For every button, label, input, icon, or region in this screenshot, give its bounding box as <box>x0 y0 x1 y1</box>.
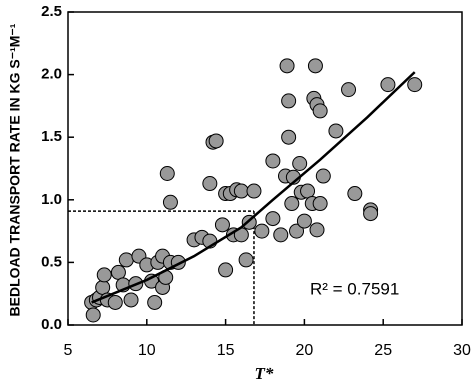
data-point <box>281 129 297 145</box>
data-point <box>273 227 289 243</box>
data-point <box>300 183 316 199</box>
x-tick-label: 20 <box>296 342 314 359</box>
data-point <box>265 211 281 227</box>
data-point <box>279 58 295 74</box>
data-point <box>363 206 379 222</box>
x-axis-label: T* <box>255 364 274 383</box>
data-point <box>341 82 357 98</box>
data-point <box>315 168 331 184</box>
x-tick-label: 15 <box>217 342 235 359</box>
x-tick-label: 10 <box>138 342 156 359</box>
data-point <box>238 252 254 268</box>
data-point <box>147 294 163 310</box>
x-tick-label: 25 <box>374 342 392 359</box>
y-tick-label: 1.0 <box>41 191 62 208</box>
data-point <box>281 93 297 109</box>
data-point <box>312 196 328 212</box>
x-tick-label: 30 <box>453 342 471 359</box>
data-point <box>254 223 270 239</box>
data-point <box>284 196 300 212</box>
data-point <box>202 176 218 192</box>
data-point <box>85 307 101 323</box>
data-point <box>328 123 344 139</box>
data-point <box>95 279 111 295</box>
y-tick-label: 0.5 <box>41 253 62 270</box>
data-point <box>214 217 230 233</box>
annotation: R² = 0.7591 <box>310 279 399 298</box>
data-point <box>208 133 224 149</box>
plot-frame <box>67 11 463 326</box>
y-tick-label: 1.5 <box>41 128 62 145</box>
data-point <box>312 103 328 119</box>
data-point <box>296 213 312 229</box>
x-tick-label: 5 <box>64 342 73 359</box>
data-point <box>107 294 123 310</box>
data-point <box>159 166 175 182</box>
data-point <box>307 58 323 74</box>
data-point <box>380 77 396 93</box>
trend-line <box>91 71 416 304</box>
y-axis-label: BEDLOAD TRANSPORT RATE IN KG S⁻¹M⁻¹ <box>7 23 23 316</box>
data-point <box>347 186 363 202</box>
y-tick-label: 2.0 <box>41 66 62 83</box>
data-point <box>407 77 423 93</box>
data-point <box>218 262 234 278</box>
data-point <box>233 183 249 199</box>
data-point <box>110 264 126 280</box>
y-tick-label: 0.0 <box>41 316 62 333</box>
data-point <box>292 155 308 171</box>
data-point <box>118 252 134 268</box>
data-point <box>162 194 178 210</box>
data-point <box>123 292 139 308</box>
data-point <box>246 183 262 199</box>
data-point <box>265 153 281 169</box>
y-tick-label: 2.5 <box>41 3 62 20</box>
data-point <box>309 222 325 238</box>
data-point <box>96 267 112 283</box>
data-point <box>289 223 305 239</box>
